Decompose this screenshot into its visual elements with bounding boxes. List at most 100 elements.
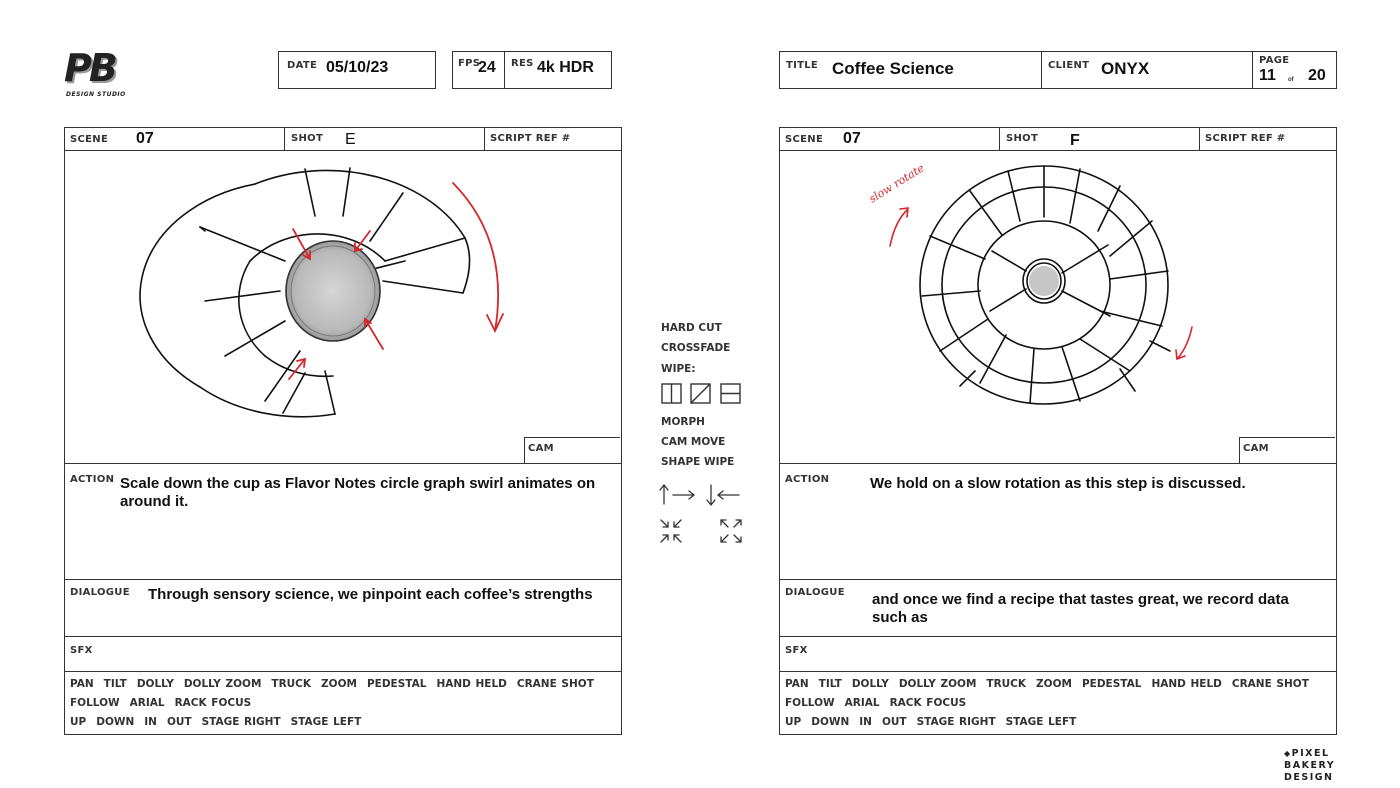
cam-opt-up: UP <box>70 716 87 728</box>
arrow-left-icon <box>716 490 740 500</box>
date-value: 05/10/23 <box>326 59 389 76</box>
cam-label: CAM <box>1243 443 1269 454</box>
camera-moves-row3: UP DOWN IN OUT STAGE RIGHT STAGE LEFT <box>70 713 620 732</box>
pixel-bakery-line2: BAKERY <box>1284 760 1336 771</box>
arrow-down-icon <box>706 484 716 507</box>
cam-opt-truck: TRUCK <box>271 678 312 690</box>
cam-opt-dolly-zoom: DOLLY ZOOM <box>183 678 262 690</box>
cam-opt-rack-focus: RACK FOCUS <box>174 697 252 709</box>
sfx-label: SFX <box>785 645 808 656</box>
cam-opt-crane-shot: CRANE SHOT <box>516 678 594 690</box>
arrow-right-icon <box>672 490 696 500</box>
sketch-frame: CAM <box>65 151 620 463</box>
camera-moves-row3: UP DOWN IN OUT STAGE RIGHT STAGE LEFT <box>785 713 1335 732</box>
diamond-icon: ◆ <box>1284 749 1292 758</box>
transition-crossfade: CROSSFADE <box>661 342 731 354</box>
transition-morph: MORPH <box>661 416 705 428</box>
pixel-bakery-line1: ◆PIXEL <box>1284 748 1330 759</box>
page-total: 20 <box>1308 67 1326 84</box>
cam-opt-pedestal: PEDESTAL <box>366 678 427 690</box>
camera-moves-row1: PAN TILT DOLLY DOLLY ZOOM TRUCK ZOOM PEDESTAL H… <box>785 675 1335 694</box>
camera-moves: PAN TILT DOLLY DOLLY ZOOM TRUCK ZOOM PEDESTAL H… <box>785 675 1335 732</box>
sfx-label: SFX <box>70 645 93 656</box>
cam-opt-dolly-zoom: DOLLY ZOOM <box>898 678 977 690</box>
cup-shape <box>1029 266 1059 296</box>
pb-logo: PB DESIGN STUDIO <box>62 46 142 106</box>
cam-opt-hand-held: HAND HELD <box>436 678 507 690</box>
res-label: RES <box>511 58 534 69</box>
fps-value: 24 <box>478 59 496 76</box>
cam-opt-in: IN <box>859 716 872 728</box>
action-label: ACTION <box>70 474 115 485</box>
date-label: DATE <box>287 60 318 71</box>
cam-opt-arial: ARIAL <box>129 697 165 709</box>
cam-opt-pan: PAN <box>785 678 809 690</box>
cam-opt-rack-focus: RACK FOCUS <box>889 697 967 709</box>
shot-label: SHOT <box>291 133 324 144</box>
cam-opt-follow: FOLLOW <box>785 697 835 709</box>
cam-opt-out: OUT <box>166 716 192 728</box>
cam-opt-zoom: ZOOM <box>1036 678 1072 690</box>
cam-opt-dolly: DOLLY <box>851 678 889 690</box>
pb-logo-subtitle: DESIGN STUDIO <box>66 91 126 98</box>
storyboard-panel-left: SCENE 07 SHOT E SCRIPT REF # <box>64 127 622 735</box>
cam-opt-hand-held: HAND HELD <box>1151 678 1222 690</box>
direction-icons <box>659 483 742 543</box>
cam-label: CAM <box>528 443 554 454</box>
scene-label: SCENE <box>70 134 109 145</box>
pb-logo-letters: PB <box>64 46 118 90</box>
rotate-arrow-icon <box>889 208 909 247</box>
cam-opt-down: DOWN <box>96 716 135 728</box>
date-box: DATE 05/10/23 <box>278 51 436 89</box>
transitions-column: HARD CUT CROSSFADE WIPE: MORPH CAM MOVE … <box>659 320 761 550</box>
cup-shape <box>285 240 381 342</box>
script-ref-label: SCRIPT REF # <box>1205 133 1286 144</box>
script-ref-label: SCRIPT REF # <box>490 133 571 144</box>
wipe-diagonal-icon <box>690 383 711 404</box>
shot-value: E <box>345 131 356 148</box>
sfx-row: SFX <box>65 637 620 671</box>
shot-value: F <box>1070 132 1080 149</box>
transition-wipe: WIPE: <box>661 363 696 375</box>
cam-opt-crane-shot: CRANE SHOT <box>1231 678 1309 690</box>
dialogue-text: and once we find a recipe that tastes gr… <box>872 591 1289 626</box>
flavor-swirl-sketch <box>139 167 504 418</box>
dialogue-label: DIALOGUE <box>785 587 845 598</box>
action-text: Scale down the cup as Flavor Notes circl… <box>120 475 596 510</box>
transition-shape-wipe: SHAPE WIPE <box>661 456 735 468</box>
fps-label: FPS <box>458 58 481 69</box>
expand-icon <box>720 519 742 543</box>
cam-opt-zoom: ZOOM <box>321 678 357 690</box>
fps-res-box: FPS 24 RES 4k HDR <box>452 51 612 89</box>
res-value: 4k HDR <box>537 59 594 76</box>
dialogue-row: DIALOGUE and once we find a recipe that … <box>780 580 1335 636</box>
page-value: 11 <box>1259 67 1276 84</box>
cam-opt-tilt: TILT <box>103 678 127 690</box>
cam-opt-out: OUT <box>881 716 907 728</box>
wipe-icons <box>661 383 741 404</box>
cam-opt-stage-left: STAGE LEFT <box>290 716 362 728</box>
cam-opt-stage-right: STAGE RIGHT <box>916 716 996 728</box>
cam-opt-tilt: TILT <box>818 678 842 690</box>
cam-opt-truck: TRUCK <box>986 678 1027 690</box>
action-label: ACTION <box>785 474 830 485</box>
cam-opt-follow: FOLLOW <box>70 697 120 709</box>
title-value: Coffee Science <box>832 59 954 78</box>
camera-moves-row2: FOLLOW ARIAL RACK FOCUS <box>70 694 620 713</box>
sfx-row: SFX <box>780 637 1335 671</box>
flavor-wheel-sketch: slow rotate <box>867 161 1193 405</box>
title-client-page-box: TITLE Coffee Science CLIENT ONYX PAGE 11… <box>779 51 1337 89</box>
cam-opt-stage-right: STAGE RIGHT <box>201 716 281 728</box>
cam-opt-down: DOWN <box>811 716 850 728</box>
dialogue-label: DIALOGUE <box>70 587 130 598</box>
cam-opt-in: IN <box>144 716 157 728</box>
sketch-frame: slow rotate CAM <box>780 151 1335 463</box>
annotation-text: slow rotate <box>867 161 927 205</box>
cam-opt-dolly: DOLLY <box>136 678 174 690</box>
action-text: We hold on a slow rotation as this step … <box>870 475 1246 492</box>
contract-icon <box>660 519 682 543</box>
cam-opt-pedestal: PEDESTAL <box>1081 678 1142 690</box>
action-row: ACTION We hold on a slow rotation as thi… <box>780 464 1335 579</box>
action-row: ACTION Scale down the cup as Flavor Note… <box>65 464 620 579</box>
camera-moves-row1: PAN TILT DOLLY DOLLY ZOOM TRUCK ZOOM PEDESTAL H… <box>70 675 620 694</box>
